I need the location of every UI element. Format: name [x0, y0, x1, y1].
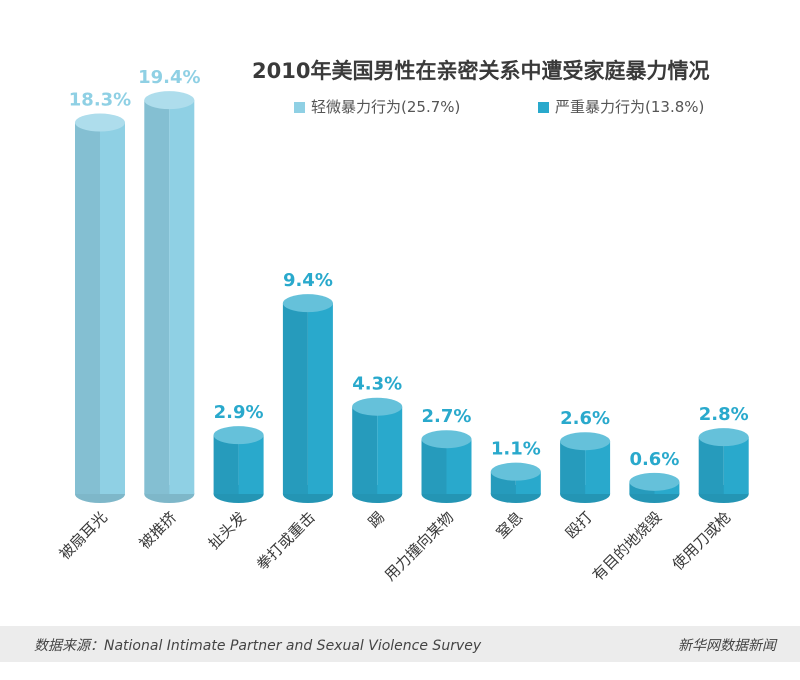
legend-swatch-severe — [538, 102, 549, 113]
category-label: 拳打或重击 — [253, 508, 319, 574]
value-label: 19.4% — [138, 67, 200, 88]
category-label: 用力撞向某物 — [381, 508, 457, 584]
bar-body-right — [377, 406, 403, 494]
category-label: 被扇耳光 — [56, 508, 111, 563]
category-label: 有目的地烧毁 — [589, 508, 665, 584]
bar-body-left — [144, 100, 170, 495]
bar-1: 18.3% 被扇耳光 — [56, 90, 132, 564]
chart-title: 2010年美国男性在亲密关系中遭受家庭暴力情况 — [252, 59, 710, 83]
bar-top — [629, 472, 680, 491]
bar-top — [698, 428, 749, 447]
category-label: 踢 — [365, 508, 388, 531]
bar-body-left — [352, 406, 378, 494]
bar-top — [421, 430, 472, 449]
legend-label-severe: 严重暴力行为(13.8%) — [555, 98, 705, 116]
bar-top — [560, 432, 611, 451]
bar-top — [213, 426, 264, 445]
bar-4: 9.4% 拳打或重击 — [253, 270, 333, 574]
bar-10: 2.8% 使用刀或枪 — [669, 404, 749, 574]
legend-swatch-light — [294, 102, 305, 113]
bar-body-left — [75, 122, 100, 494]
legend-item-light: 轻微暴力行为(25.7%) — [294, 96, 460, 117]
category-label: 使用刀或枪 — [669, 508, 735, 574]
legend-item-severe: 严重暴力行为(13.8%) — [538, 96, 704, 117]
value-label: 2.6% — [560, 408, 610, 429]
bar-top — [75, 113, 125, 132]
bar-top — [352, 397, 403, 416]
bar-chart: 18.3% 被扇耳光 19.4% 被推挤 2.9% 扯头发 9.4% 拳打或重击 4.3% 踢 2.… — [56, 67, 749, 584]
bar-body-left — [698, 437, 724, 494]
bar-body-right — [169, 100, 195, 495]
bar-body-right — [446, 439, 472, 494]
data-source: 数据来源：National Intimate Partner and Sexua… — [34, 638, 482, 654]
bar-body-left — [421, 439, 447, 494]
value-label: 2.8% — [699, 404, 749, 425]
value-label: 18.3% — [69, 90, 131, 111]
value-label: 4.3% — [352, 374, 402, 395]
category-label: 被推挤 — [136, 508, 181, 553]
category-label: 扯头发 — [205, 508, 250, 553]
bar-body-right — [723, 437, 749, 494]
bar-top — [490, 462, 541, 481]
bar-body-left — [282, 303, 308, 494]
bar-body-right — [307, 303, 333, 494]
value-label: 1.1% — [491, 439, 541, 460]
bar-3: 2.9% 扯头发 — [205, 402, 264, 553]
legend-label-light: 轻微暴力行为(25.7%) — [311, 98, 461, 116]
bar-body-right — [238, 435, 264, 494]
bar-8: 2.6% 殴打 — [560, 408, 611, 542]
brand-label: 新华网数据新闻 — [678, 638, 776, 654]
bar-top — [282, 294, 333, 313]
bar-5: 4.3% 踢 — [352, 374, 403, 531]
value-label: 2.7% — [422, 406, 472, 427]
value-label: 0.6% — [629, 449, 679, 470]
category-label: 窒息 — [493, 508, 527, 542]
category-label: 殴打 — [562, 508, 596, 542]
value-label: 9.4% — [283, 270, 333, 291]
bar-top — [144, 91, 195, 110]
bar-2: 19.4% 被推挤 — [136, 67, 201, 552]
bar-body-right — [100, 122, 125, 494]
footer: 数据来源：National Intimate Partner and Sexua… — [0, 626, 800, 662]
bar-7: 1.1% 窒息 — [490, 439, 541, 542]
bar-body-left — [213, 435, 239, 494]
value-label: 2.9% — [214, 402, 264, 423]
